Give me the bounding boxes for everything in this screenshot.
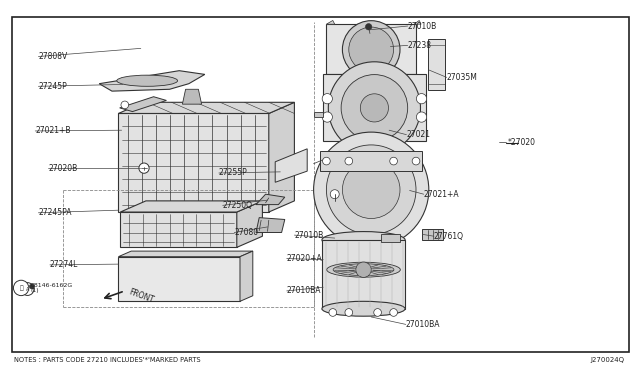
Circle shape bbox=[21, 283, 34, 295]
Text: *27020: *27020 bbox=[508, 138, 536, 147]
Circle shape bbox=[340, 145, 348, 153]
Text: 27245PA: 27245PA bbox=[38, 208, 72, 217]
Polygon shape bbox=[256, 194, 285, 205]
Polygon shape bbox=[120, 212, 237, 247]
Circle shape bbox=[412, 157, 420, 165]
Circle shape bbox=[374, 309, 381, 316]
Circle shape bbox=[390, 309, 397, 316]
Text: 27021+B: 27021+B bbox=[35, 126, 70, 135]
Polygon shape bbox=[314, 112, 323, 117]
Polygon shape bbox=[118, 257, 240, 301]
Polygon shape bbox=[118, 113, 269, 212]
Text: 27808V: 27808V bbox=[38, 52, 68, 61]
Text: 27245P: 27245P bbox=[38, 82, 67, 91]
Polygon shape bbox=[118, 102, 294, 113]
Text: 27010BA: 27010BA bbox=[287, 286, 321, 295]
Polygon shape bbox=[326, 24, 416, 74]
Text: J270024Q: J270024Q bbox=[590, 357, 624, 363]
Polygon shape bbox=[322, 240, 405, 309]
Text: 27274L: 27274L bbox=[50, 260, 78, 269]
Polygon shape bbox=[275, 149, 307, 182]
Circle shape bbox=[326, 145, 416, 234]
Polygon shape bbox=[422, 229, 443, 240]
Polygon shape bbox=[237, 201, 262, 247]
Circle shape bbox=[314, 132, 429, 247]
Polygon shape bbox=[428, 39, 445, 90]
Text: 27250Q: 27250Q bbox=[223, 201, 253, 210]
Text: 08146-6162G: 08146-6162G bbox=[31, 283, 73, 288]
Text: 27238: 27238 bbox=[408, 41, 431, 50]
Circle shape bbox=[342, 21, 400, 78]
Ellipse shape bbox=[333, 264, 394, 276]
Polygon shape bbox=[99, 71, 205, 91]
Circle shape bbox=[322, 94, 332, 104]
Text: FRONT: FRONT bbox=[128, 287, 156, 304]
Circle shape bbox=[330, 190, 339, 199]
Ellipse shape bbox=[117, 75, 178, 86]
Circle shape bbox=[360, 94, 388, 122]
Text: 27761Q: 27761Q bbox=[434, 232, 464, 241]
Text: 27080: 27080 bbox=[234, 228, 259, 237]
Circle shape bbox=[328, 62, 420, 154]
Circle shape bbox=[390, 157, 397, 165]
Circle shape bbox=[341, 75, 408, 141]
Circle shape bbox=[29, 284, 35, 289]
Circle shape bbox=[417, 112, 427, 122]
Circle shape bbox=[356, 262, 371, 278]
Text: 27010B: 27010B bbox=[294, 231, 324, 240]
Polygon shape bbox=[120, 201, 262, 212]
Circle shape bbox=[417, 94, 427, 104]
Circle shape bbox=[345, 157, 353, 165]
Polygon shape bbox=[118, 251, 253, 257]
Text: 27021: 27021 bbox=[406, 130, 430, 139]
Text: 27021+A: 27021+A bbox=[424, 190, 460, 199]
Ellipse shape bbox=[326, 262, 401, 277]
Polygon shape bbox=[326, 20, 335, 24]
Text: 27010BA: 27010BA bbox=[406, 320, 440, 329]
Text: 27035M: 27035M bbox=[447, 73, 477, 82]
Polygon shape bbox=[269, 102, 294, 212]
Text: NOTES : PARTS CODE 27210 INCLUDES'*'MARKED PARTS: NOTES : PARTS CODE 27210 INCLUDES'*'MARK… bbox=[14, 357, 201, 363]
Text: 27010B: 27010B bbox=[408, 22, 437, 31]
Polygon shape bbox=[240, 251, 253, 301]
Circle shape bbox=[342, 161, 400, 218]
Polygon shape bbox=[323, 74, 426, 141]
Polygon shape bbox=[320, 151, 422, 171]
Ellipse shape bbox=[322, 301, 405, 316]
Circle shape bbox=[349, 27, 394, 72]
Text: 27020+A: 27020+A bbox=[287, 254, 323, 263]
Text: Ⓐ: Ⓐ bbox=[19, 285, 23, 291]
Text: A: A bbox=[26, 286, 29, 292]
Circle shape bbox=[329, 309, 337, 316]
Circle shape bbox=[13, 280, 29, 296]
Polygon shape bbox=[182, 89, 202, 104]
Text: 27255P: 27255P bbox=[219, 169, 248, 177]
Polygon shape bbox=[120, 97, 166, 112]
Circle shape bbox=[323, 157, 330, 165]
Text: 27020B: 27020B bbox=[48, 164, 77, 173]
Ellipse shape bbox=[322, 231, 405, 248]
Circle shape bbox=[345, 309, 353, 316]
Circle shape bbox=[121, 101, 129, 109]
Circle shape bbox=[365, 23, 372, 30]
Text: (1): (1) bbox=[31, 288, 39, 294]
Circle shape bbox=[139, 163, 149, 173]
Polygon shape bbox=[256, 218, 285, 232]
Polygon shape bbox=[414, 20, 421, 24]
Circle shape bbox=[322, 112, 332, 122]
Polygon shape bbox=[381, 234, 400, 242]
